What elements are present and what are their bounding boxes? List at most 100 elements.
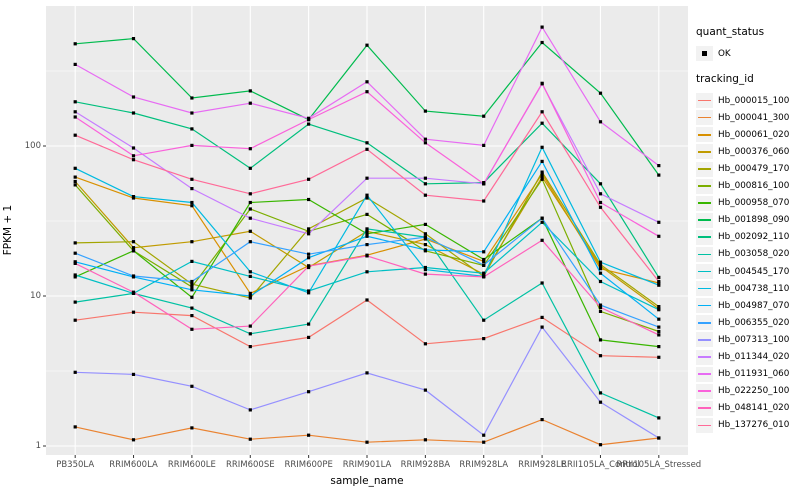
data-point: [190, 259, 194, 263]
data-point: [73, 241, 77, 245]
data-point: [423, 388, 427, 392]
y-axis-title: FPKM + 1: [2, 204, 14, 256]
legend-key-box: [696, 229, 713, 245]
data-point: [131, 310, 136, 314]
data-point: [540, 177, 544, 181]
legend-line-icon: [698, 219, 711, 221]
data-point: [598, 267, 603, 271]
data-point: [190, 143, 194, 147]
data-point: [131, 290, 136, 294]
data-point: [482, 259, 486, 263]
legend-item-label: Hb_000479_170: [718, 164, 790, 175]
data-point: [598, 263, 603, 267]
legend-item-Hb_011931_060: Hb_011931_060: [696, 366, 800, 383]
legend-item-Hb_000376_060: Hb_000376_060: [696, 143, 800, 160]
data-point: [482, 440, 486, 444]
legend-item-Hb_000816_100: Hb_000816_100: [696, 178, 800, 195]
data-point: [482, 250, 486, 254]
legend-title-tracking-id: tracking_id: [696, 73, 754, 86]
data-point: [365, 440, 369, 444]
data-point: [248, 324, 252, 328]
data-point: [598, 200, 603, 205]
data-point: [598, 91, 603, 95]
data-point: [540, 121, 544, 125]
legend-item-Hb_004738_110: Hb_004738_110: [696, 280, 800, 297]
data-point: [131, 146, 136, 150]
data-point: [307, 232, 311, 236]
data-point: [657, 173, 661, 177]
data-point: [190, 288, 194, 292]
data-point: [598, 279, 603, 284]
data-point: [307, 433, 311, 437]
data-point: [248, 166, 252, 170]
legend-item-label: Hb_004987_070: [718, 300, 790, 311]
legend-key-box: [696, 178, 713, 194]
legend-key-box: [696, 246, 713, 262]
data-point: [482, 275, 486, 279]
data-point: [131, 37, 136, 41]
legend-item-label: Hb_000041_300: [718, 112, 790, 123]
data-point: [131, 195, 136, 199]
data-point: [73, 133, 77, 137]
x-tick-label: RRIM928LE: [518, 460, 567, 470]
data-point: [190, 285, 194, 289]
data-point: [307, 177, 311, 181]
data-point: [657, 333, 661, 337]
data-point: [73, 166, 77, 170]
data-point: [365, 243, 369, 247]
data-point: [248, 240, 252, 244]
x-tick-label: RRIM600PE: [284, 460, 333, 470]
legend-line-icon: [698, 373, 711, 375]
data-point: [423, 248, 427, 252]
data-point: [657, 308, 661, 312]
data-point: [190, 295, 194, 299]
legend-tracking-id-items: Hb_000015_100 Hb_000041_300 Hb_000061_020 H…: [696, 92, 800, 434]
legend-key-box: [696, 110, 713, 126]
x-tick-label: RRIM928LA: [459, 460, 509, 470]
legend: quant_status OK tracking_id Hb_000015_10…: [696, 26, 800, 434]
data-point: [190, 240, 194, 244]
data-point: [540, 216, 544, 220]
data-point: [423, 237, 427, 241]
data-point: [131, 240, 136, 244]
legend-item-Hb_000479_170: Hb_000479_170: [696, 160, 800, 177]
data-point: [540, 145, 544, 149]
data-point: [657, 436, 661, 440]
data-point: [307, 122, 311, 126]
x-tick-label: RRIM928BA: [400, 460, 451, 470]
data-point: [248, 294, 252, 298]
data-point: [307, 289, 311, 293]
legend-key-box: [696, 144, 713, 160]
data-point: [248, 89, 252, 93]
data-point: [423, 232, 427, 236]
data-point: [540, 81, 544, 85]
legend-key-box: [696, 417, 713, 433]
legend-line-icon: [698, 99, 711, 102]
data-point: [598, 205, 603, 209]
data-point: [482, 143, 486, 147]
data-point: [131, 111, 136, 115]
legend-line-icon: [698, 356, 711, 358]
data-point: [365, 298, 369, 302]
data-point: [248, 345, 252, 349]
data-point: [598, 391, 603, 395]
legend-title-quant-status: quant_status: [696, 26, 765, 38]
data-point: [365, 147, 369, 151]
data-point: [73, 110, 77, 114]
legend-line-icon: [698, 236, 711, 239]
data-point: [482, 318, 486, 322]
legend-item-Hb_048141_020: Hb_048141_020: [696, 400, 800, 417]
data-point: [190, 282, 194, 286]
data-point: [365, 254, 369, 258]
data-point: [248, 437, 252, 441]
data-point: [307, 291, 311, 295]
data-point: [190, 187, 194, 191]
data-point: [365, 43, 369, 47]
legend-item-Hb_004545_170: Hb_004545_170: [696, 263, 800, 280]
data-point: [540, 40, 544, 45]
y-tick-label: 1: [35, 441, 41, 451]
legend-item-Hb_000958_070: Hb_000958_070: [696, 195, 800, 212]
data-point: [540, 238, 544, 242]
legend-item-Hb_006355_020: Hb_006355_020: [696, 314, 800, 331]
data-point: [423, 193, 427, 197]
